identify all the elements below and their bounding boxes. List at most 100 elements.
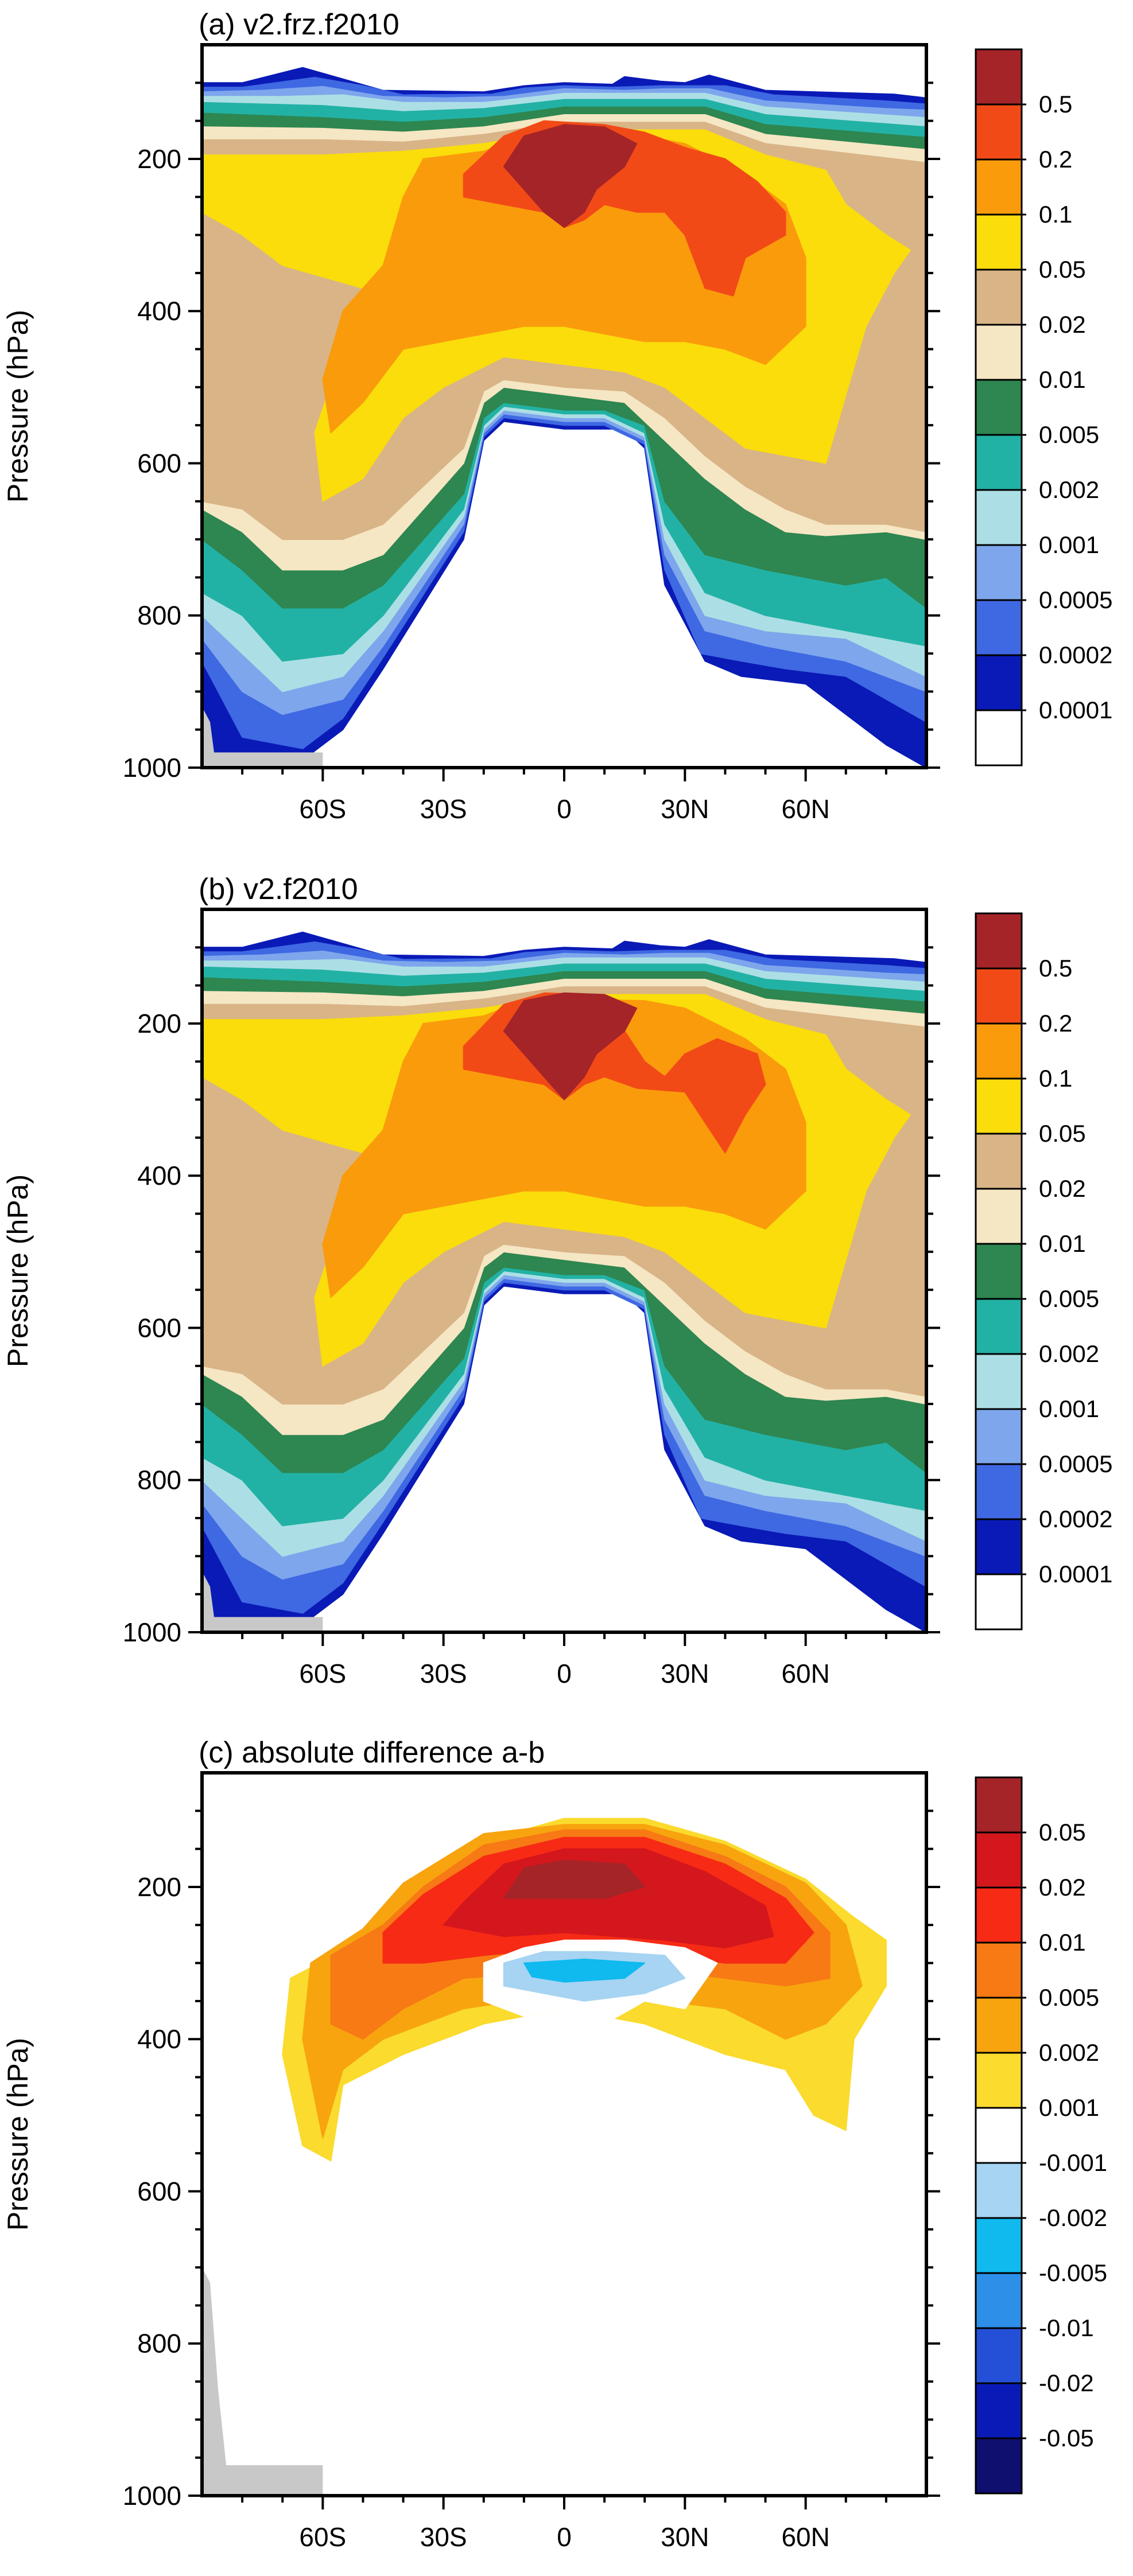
terrain-mask	[202, 2267, 323, 2496]
colorbar-box	[975, 1463, 1023, 1520]
colorbar-label: 0.0005	[1039, 586, 1112, 613]
colorbar-label: 0.01	[1039, 1230, 1086, 1257]
panel-2: 200 400 600 800 1000 60S 30S 0 30N 60N Pressure (h…	[2, 1736, 1107, 2552]
colorbar-box	[975, 158, 1023, 216]
colorbar-box	[975, 1886, 1023, 1944]
colorbar-label: -0.005	[1039, 2259, 1107, 2286]
x-tick-label: 60N	[781, 1659, 829, 1688]
colorbar-box	[975, 1997, 1023, 2054]
y-tick-label: 1000	[123, 1617, 181, 1647]
colorbar-label: 0.05	[1039, 1120, 1086, 1147]
colorbar-label: -0.02	[1039, 2369, 1094, 2396]
colorbar-box	[975, 2107, 1023, 2164]
colorbar-label: 0.002	[1039, 1340, 1099, 1367]
x-tick-label: 60S	[299, 794, 346, 824]
colorbar-label: 0.02	[1039, 1874, 1086, 1901]
y-tick-label: 400	[137, 2024, 181, 2054]
contour-0.5	[503, 124, 638, 228]
colorbar-box	[975, 1298, 1023, 1355]
terrain-mask	[202, 706, 323, 768]
colorbar-label: 0.0002	[1039, 1505, 1112, 1532]
y-tick-label: 800	[137, 601, 181, 631]
y-axis-label: Pressure (hPa)	[2, 1174, 34, 1367]
contour-0.5	[503, 992, 638, 1100]
colorbar-box	[975, 1941, 1023, 1999]
y-tick-label: 600	[137, 1313, 181, 1343]
colorbar-box	[975, 1022, 1023, 1080]
colorbar-box	[975, 434, 1023, 491]
colorbar-box	[975, 1077, 1023, 1135]
colorbar-label: 0.002	[1039, 476, 1099, 503]
colorbar-box	[975, 1133, 1023, 1190]
colorbar-box	[975, 544, 1023, 601]
colorbar-label: 0.001	[1039, 2094, 1099, 2121]
colorbar-label: -0.002	[1039, 2204, 1107, 2231]
colorbar-label: 0.1	[1039, 201, 1072, 228]
colorbar-box	[975, 1243, 1023, 1300]
colorbar-label: 0.0001	[1039, 1561, 1112, 1587]
contour-fills	[202, 67, 926, 768]
y-tick-label: 800	[137, 2329, 181, 2359]
colorbar-label: -0.001	[1039, 2149, 1107, 2176]
x-tick-label: 30S	[420, 794, 467, 824]
x-tick-label: 0	[557, 794, 572, 824]
colorbar-label: 0.01	[1039, 366, 1086, 393]
colorbar-box	[975, 1518, 1023, 1575]
colorbar-box	[975, 599, 1023, 656]
y-tick-label: 400	[137, 296, 181, 326]
x-tick-label: 30N	[661, 2522, 709, 2552]
colorbar-box	[975, 2052, 1023, 2109]
colorbar-label: 0.0001	[1039, 696, 1112, 723]
contour--0.005	[523, 1958, 646, 1983]
x-tick-label: 30N	[661, 794, 709, 824]
x-tick-label: 60S	[299, 1659, 346, 1688]
colorbar-box	[975, 48, 1023, 106]
panel-title: (a) v2.frz.f2010	[199, 8, 399, 41]
panel-title: (b) v2.f2010	[199, 873, 358, 906]
colorbar-box	[975, 1188, 1023, 1245]
y-tick-label: 200	[137, 1872, 181, 1902]
colorbar-label: 0.001	[1039, 1395, 1099, 1422]
colorbar-label: 0.2	[1039, 1010, 1072, 1037]
x-tick-label: 60S	[299, 2522, 346, 2552]
colorbar-label: 0.2	[1039, 146, 1072, 173]
x-tick-label: 30N	[661, 1659, 709, 1688]
y-tick-label: 200	[137, 144, 181, 174]
colorbar-box	[975, 2327, 1023, 2384]
contour-0.05	[503, 1859, 646, 1899]
colorbar-box	[975, 2217, 1023, 2274]
y-axis-label: Pressure (hPa)	[2, 310, 34, 503]
colorbar-box	[975, 1831, 1023, 1889]
colorbar-box	[975, 2382, 1023, 2439]
colorbar-label: 0.5	[1039, 91, 1072, 118]
colorbar-box	[975, 213, 1023, 271]
colorbar-box	[975, 709, 1023, 766]
colorbar-label: 0.001	[1039, 531, 1099, 558]
colorbar-box	[975, 1408, 1023, 1465]
x-tick-label: 0	[557, 2522, 572, 2552]
x-tick-label: 30S	[420, 2522, 467, 2552]
y-axis-label: Pressure (hPa)	[2, 2038, 34, 2231]
colorbar-box	[975, 324, 1023, 381]
colorbar-box	[975, 379, 1023, 436]
y-tick-label: 1000	[123, 2481, 181, 2511]
colorbar-label: 0.002	[1039, 2039, 1099, 2066]
colorbar-box	[975, 1776, 1023, 1834]
x-tick-label: 60N	[781, 794, 829, 824]
x-tick-label: 30S	[420, 1659, 467, 1688]
colorbar-label: 0.05	[1039, 256, 1086, 283]
colorbar-label: -0.05	[1039, 2425, 1094, 2452]
x-tick-label: 0	[557, 1659, 572, 1688]
colorbar-label: 0.005	[1039, 421, 1099, 448]
contour-fills	[202, 931, 926, 1632]
colorbar-box	[975, 2272, 1023, 2329]
contour-fills	[202, 1818, 887, 2496]
panel-0: 200 400 600 800 1000 60S 30S 0 30N 60N Pressure (h…	[2, 8, 1112, 824]
colorbar-box	[975, 2162, 1023, 2219]
y-tick-label: 600	[137, 448, 181, 478]
colorbar-label: 0.1	[1039, 1065, 1072, 1092]
colorbar-box	[975, 1573, 1023, 1631]
y-tick-label: 600	[137, 2176, 181, 2206]
colorbar-label: 0.005	[1039, 1285, 1099, 1312]
